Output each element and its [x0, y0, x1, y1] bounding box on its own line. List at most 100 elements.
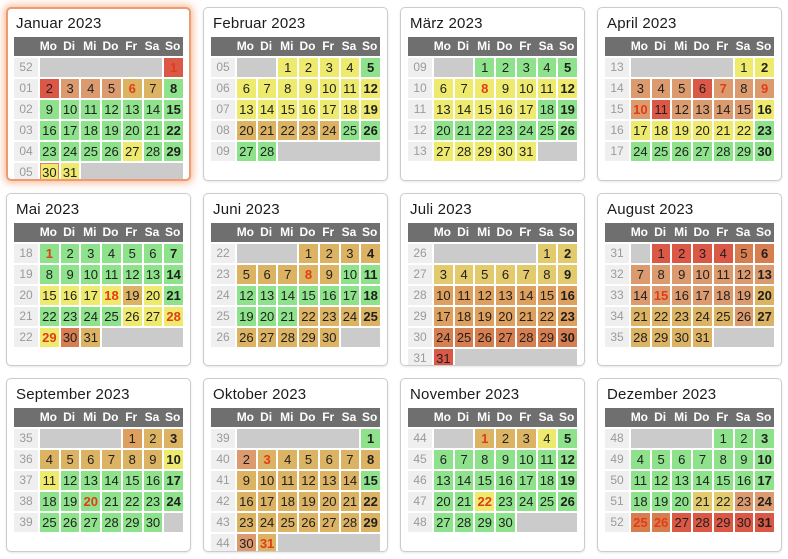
- day-cell[interactable]: 17: [434, 306, 453, 326]
- day-cell[interactable]: 25: [537, 121, 557, 140]
- day-cell[interactable]: 11: [631, 471, 650, 491]
- day-cell[interactable]: 15: [278, 100, 298, 119]
- day-cell[interactable]: 26: [237, 327, 256, 347]
- day-cell[interactable]: 9: [40, 100, 59, 119]
- day-cell[interactable]: 20: [434, 121, 453, 140]
- day-cell[interactable]: 6: [496, 264, 515, 284]
- day-cell[interactable]: 30: [734, 513, 754, 533]
- day-cell[interactable]: 16: [558, 285, 577, 305]
- day-cell[interactable]: 14: [143, 100, 163, 119]
- day-cell[interactable]: 22: [361, 492, 380, 512]
- day-cell[interactable]: 14: [713, 100, 733, 119]
- day-cell[interactable]: 29: [537, 327, 557, 347]
- day-cell[interactable]: 16: [734, 471, 754, 491]
- day-cell[interactable]: 19: [672, 121, 692, 140]
- day-cell-holiday[interactable]: 26: [651, 513, 671, 533]
- day-cell[interactable]: 16: [237, 492, 256, 512]
- day-cell[interactable]: 27: [693, 142, 712, 161]
- day-cell[interactable]: 22: [537, 306, 557, 326]
- day-cell[interactable]: 12: [558, 79, 577, 98]
- day-cell[interactable]: 13: [672, 471, 692, 491]
- day-cell[interactable]: 3: [60, 79, 80, 98]
- day-cell[interactable]: 26: [558, 121, 577, 140]
- day-cell[interactable]: 17: [340, 285, 360, 305]
- day-cell[interactable]: 16: [672, 285, 692, 305]
- day-cell-holiday[interactable]: 20: [81, 492, 101, 512]
- day-cell[interactable]: 27: [496, 327, 515, 347]
- day-cell[interactable]: 27: [755, 306, 774, 326]
- day-cell[interactable]: 24: [81, 306, 101, 326]
- day-cell[interactable]: 3: [516, 429, 536, 449]
- day-cell[interactable]: 9: [734, 450, 754, 470]
- day-cell[interactable]: 28: [454, 142, 474, 161]
- day-cell[interactable]: 8: [122, 450, 142, 470]
- day-cell[interactable]: 21: [713, 121, 733, 140]
- day-cell[interactable]: 24: [164, 492, 183, 512]
- day-cell[interactable]: 17: [693, 285, 712, 305]
- day-cell[interactable]: 17: [81, 285, 101, 305]
- day-cell[interactable]: 8: [734, 79, 754, 98]
- day-cell[interactable]: 28: [143, 142, 163, 161]
- day-cell[interactable]: 5: [475, 264, 495, 284]
- day-cell[interactable]: 23: [734, 492, 754, 512]
- day-cell-holiday[interactable]: 15: [651, 285, 671, 305]
- day-cell[interactable]: 5: [60, 450, 80, 470]
- day-cell[interactable]: 20: [257, 306, 277, 326]
- day-cell[interactable]: 11: [81, 100, 101, 119]
- day-cell[interactable]: 25: [454, 327, 474, 347]
- day-cell[interactable]: 27: [319, 513, 339, 533]
- day-cell[interactable]: 8: [537, 264, 557, 284]
- day-cell[interactable]: 7: [102, 450, 121, 470]
- day-cell[interactable]: 29: [713, 513, 733, 533]
- day-cell[interactable]: 12: [102, 100, 121, 119]
- day-cell[interactable]: 21: [164, 285, 183, 305]
- day-cell[interactable]: 30: [558, 327, 577, 347]
- day-cell[interactable]: 30: [755, 142, 774, 161]
- day-cell[interactable]: 19: [558, 100, 577, 119]
- day-cell[interactable]: 5: [734, 243, 754, 263]
- day-cell[interactable]: 20: [496, 306, 515, 326]
- day-cell-holiday[interactable]: 1: [475, 429, 495, 449]
- day-cell[interactable]: 18: [537, 100, 557, 119]
- day-cell[interactable]: 14: [516, 285, 536, 305]
- day-cell[interactable]: 10: [693, 264, 712, 284]
- day-cell[interactable]: 29: [122, 513, 142, 533]
- day-cell[interactable]: 23: [496, 492, 515, 512]
- day-cell[interactable]: 9: [558, 264, 577, 284]
- day-cell[interactable]: 8: [164, 79, 183, 98]
- day-cell[interactable]: 3: [693, 243, 712, 263]
- day-cell[interactable]: 4: [361, 243, 380, 263]
- day-cell[interactable]: 7: [340, 450, 360, 470]
- day-cell[interactable]: 17: [631, 121, 650, 140]
- day-cell[interactable]: 22: [713, 492, 733, 512]
- day-cell[interactable]: 18: [631, 492, 650, 512]
- day-cell-today[interactable]: 30: [40, 163, 59, 179]
- day-cell[interactable]: 11: [651, 100, 671, 119]
- day-cell[interactable]: 23: [237, 513, 256, 533]
- day-cell[interactable]: 2: [496, 429, 515, 449]
- day-cell-holiday[interactable]: 8: [475, 79, 495, 98]
- day-cell[interactable]: 16: [755, 100, 774, 119]
- day-cell[interactable]: 3: [319, 58, 339, 77]
- day-cell[interactable]: 13: [237, 100, 256, 119]
- day-cell[interactable]: 15: [299, 285, 318, 305]
- day-cell[interactable]: 25: [537, 492, 557, 512]
- day-cell[interactable]: 16: [496, 100, 515, 119]
- day-cell[interactable]: 7: [143, 79, 163, 98]
- day-cell[interactable]: 4: [631, 450, 650, 470]
- day-cell[interactable]: 29: [299, 327, 318, 347]
- day-cell[interactable]: 2: [237, 450, 256, 470]
- day-cell[interactable]: 11: [40, 471, 59, 491]
- day-cell[interactable]: 25: [651, 142, 671, 161]
- day-cell[interactable]: 29: [164, 142, 183, 161]
- day-cell[interactable]: 23: [319, 306, 339, 326]
- day-cell[interactable]: 26: [734, 306, 754, 326]
- day-cell[interactable]: 24: [60, 142, 80, 161]
- day-cell[interactable]: 1: [299, 243, 318, 263]
- day-cell[interactable]: 4: [713, 243, 733, 263]
- day-cell[interactable]: 14: [257, 100, 277, 119]
- day-cell[interactable]: 22: [40, 306, 59, 326]
- day-cell[interactable]: 10: [60, 100, 80, 119]
- day-cell[interactable]: 1: [537, 243, 557, 263]
- day-cell[interactable]: 28: [631, 327, 650, 347]
